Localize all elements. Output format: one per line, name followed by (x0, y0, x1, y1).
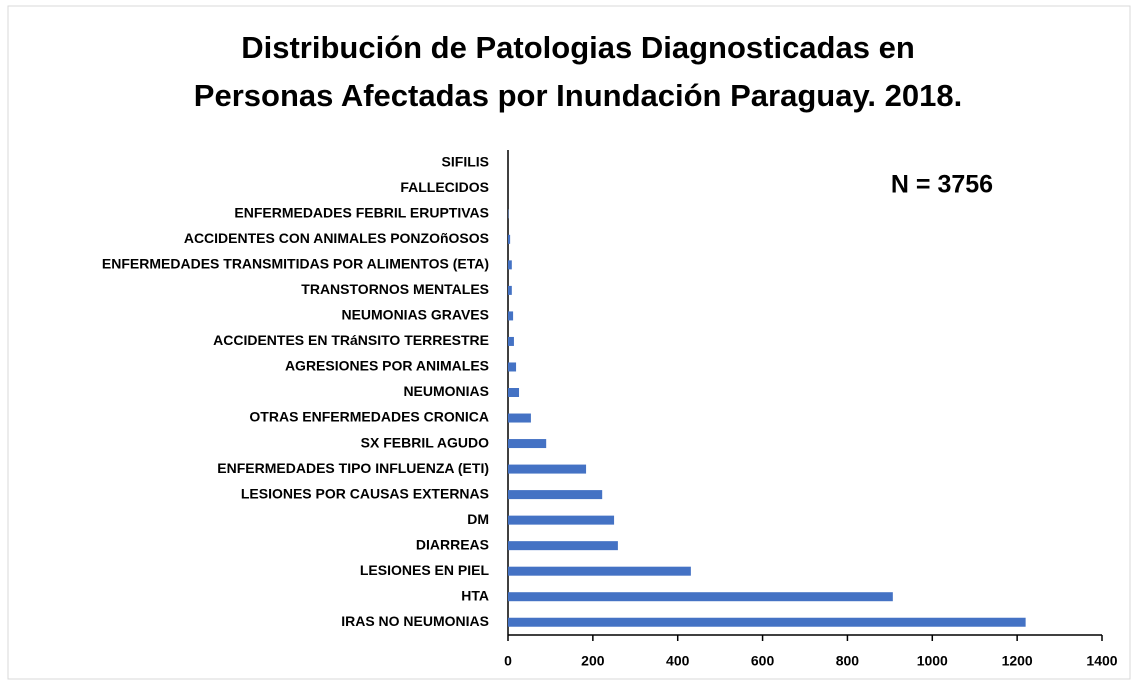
y-tick-label: OTRAS ENFERMEDADES CRONICA (249, 409, 489, 425)
y-tick-label: TRANSTORNOS MENTALES (301, 281, 489, 297)
y-tick-label: LESIONES POR CAUSAS EXTERNAS (241, 485, 489, 501)
bar (508, 336, 514, 346)
x-tick-label: 400 (666, 653, 690, 669)
y-tick-label: SX FEBRIL AGUDO (361, 434, 489, 450)
bar (508, 285, 512, 295)
bar (508, 566, 691, 576)
y-tick-label: ACCIDENTES CON ANIMALES PONZOñOSOS (184, 230, 489, 246)
y-tick-label: AGRESIONES POR ANIMALES (285, 358, 489, 374)
x-tick-label: 1200 (1002, 653, 1033, 669)
bar (508, 413, 531, 423)
annotation: N = 3756 (891, 171, 993, 199)
y-tick-label: IRAS NO NEUMONIAS (341, 613, 489, 629)
x-tick-label: 1400 (1086, 653, 1117, 669)
y-tick-label: DM (467, 511, 489, 527)
y-tick-label: ENFERMEDADES TRANSMITIDAS POR ALIMENTOS … (102, 256, 489, 272)
x-tick-label: 0 (504, 653, 512, 669)
bar (508, 362, 517, 372)
bar (508, 464, 587, 474)
bar (508, 260, 512, 270)
bar (508, 311, 514, 321)
bar (508, 490, 603, 500)
y-tick-label: SIFILIS (442, 153, 489, 169)
bar (508, 388, 520, 397)
chart-title: Distribución de Patologias Diagnosticada… (241, 30, 915, 65)
y-tick-label: LESIONES EN PIEL (360, 562, 490, 578)
x-tick-label: 200 (581, 653, 605, 669)
y-tick-label: ENFERMEDADES FEBRIL ERUPTIVAS (234, 205, 489, 221)
bar (508, 234, 511, 244)
y-tick-label: DIARREAS (416, 536, 489, 552)
bar (508, 515, 615, 525)
x-tick-label: 1000 (917, 653, 948, 669)
y-tick-label: FALLECIDOS (400, 179, 489, 195)
bar (508, 592, 893, 602)
bar (508, 617, 1026, 627)
y-tick-label: NEUMONIAS GRAVES (341, 307, 489, 323)
bar (508, 541, 618, 551)
x-tick-label: 800 (836, 653, 860, 669)
x-tick-label: 600 (751, 653, 775, 669)
chart-title: Personas Afectadas por Inundación Paragu… (194, 78, 962, 113)
bar (508, 439, 547, 449)
y-tick-label: ACCIDENTES EN TRáNSITO TERRESTRE (213, 332, 489, 348)
y-tick-label: ENFERMEDADES TIPO INFLUENZA (ETI) (217, 460, 489, 476)
y-tick-label: NEUMONIAS (403, 383, 489, 399)
y-tick-label: HTA (461, 587, 489, 603)
